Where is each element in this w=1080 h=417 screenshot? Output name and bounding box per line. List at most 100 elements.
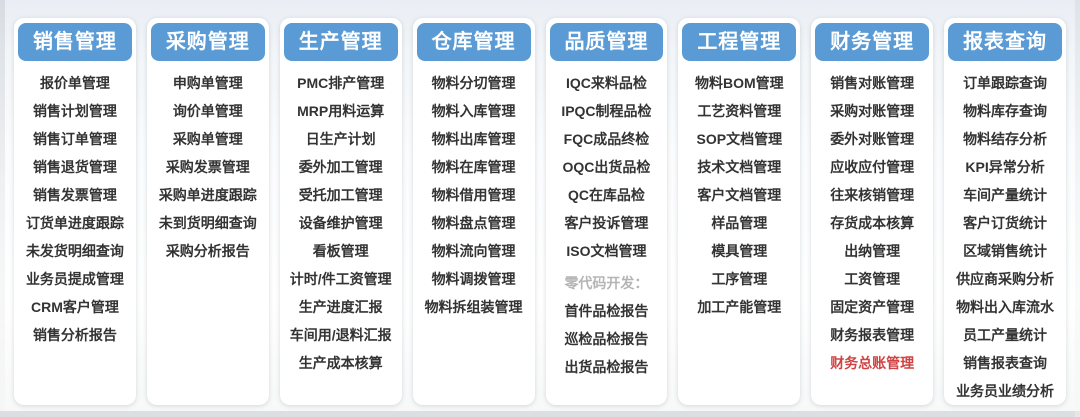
module-header-purchase[interactable]: 采购管理 bbox=[150, 23, 265, 61]
module-item[interactable]: 物料借用管理 bbox=[431, 187, 516, 203]
module-item[interactable]: 订单跟踪查询 bbox=[963, 75, 1048, 91]
module-item[interactable]: IPQC制程品检 bbox=[561, 103, 652, 119]
module-header-warehouse[interactable]: 仓库管理 bbox=[416, 23, 531, 61]
module-item[interactable]: 日生产计划 bbox=[305, 131, 376, 147]
module-item[interactable]: 采购单进度跟踪 bbox=[158, 187, 257, 203]
module-item[interactable]: 出纳管理 bbox=[844, 243, 901, 259]
module-item[interactable]: 业务员业绩分析 bbox=[956, 383, 1055, 399]
module-item[interactable]: 委外对账管理 bbox=[830, 131, 915, 147]
module-item[interactable]: 物料盘点管理 bbox=[431, 215, 516, 231]
module-header-production[interactable]: 生产管理 bbox=[283, 23, 398, 61]
module-column-finance: 财务管理 销售对账管理 采购对账管理 委外对账管理 应收应付管理 往来核销管理 存货成本核… bbox=[811, 18, 934, 405]
module-item[interactable]: 工资管理 bbox=[844, 271, 901, 287]
module-item[interactable]: 销售订单管理 bbox=[32, 131, 117, 147]
module-item[interactable]: 技术文档管理 bbox=[697, 159, 782, 175]
module-item[interactable]: 固定资产管理 bbox=[830, 299, 915, 315]
module-item[interactable]: 销售发票管理 bbox=[32, 187, 117, 203]
module-item[interactable]: 物料在库管理 bbox=[431, 159, 516, 175]
module-item-list-reports: 订单跟踪查询 物料库存查询 物料结存分析 KPI异常分析 车间产量统计 客户订货统计 区域销… bbox=[948, 69, 1062, 405]
module-column-warehouse: 仓库管理 物料分切管理 物料入库管理 物料出库管理 物料在库管理 物料借用管理 物料盘点管… bbox=[412, 18, 535, 405]
module-item[interactable]: FQC成品终检 bbox=[563, 131, 650, 147]
module-item[interactable]: KPI异常分析 bbox=[965, 159, 1045, 175]
module-header-quality[interactable]: 品质管理 bbox=[549, 23, 664, 61]
module-column-quality: 品质管理 IQC来料品检 IPQC制程品检 FQC成品终检 OQC出货品检 QC在库品检… bbox=[545, 18, 668, 405]
module-header-finance[interactable]: 财务管理 bbox=[815, 23, 930, 61]
module-item-list-sales: 报价单管理销售计划管理 销售订单管理 销售退货管理 销售发票管理 订货单进度跟踪 未发货明… bbox=[18, 69, 132, 349]
module-item[interactable]: 受托加工管理 bbox=[298, 187, 383, 203]
module-item[interactable]: 申购单管理 bbox=[172, 75, 243, 91]
module-item[interactable]: SOP文档管理 bbox=[696, 131, 783, 147]
module-item[interactable]: 加工产能管理 bbox=[697, 299, 782, 315]
module-item[interactable]: 销售分析报告 bbox=[32, 327, 117, 343]
module-item[interactable]: 报价单管理 bbox=[39, 75, 110, 91]
module-item-list-quality: IQC来料品检 IPQC制程品检 FQC成品终检 OQC出货品检 QC在库品检 客户投诉管… bbox=[550, 69, 664, 381]
module-columns-row: 销售管理 报价单管理销售计划管理 销售订单管理 销售退货管理 销售发票管理 订货单进度跟… bbox=[14, 18, 1066, 405]
module-item[interactable]: 采购对账管理 bbox=[830, 103, 915, 119]
module-item[interactable]: 工序管理 bbox=[711, 271, 768, 287]
module-item[interactable]: 设备维护管理 bbox=[298, 215, 383, 231]
module-item[interactable]: 财务总账管理 bbox=[830, 355, 915, 371]
section-label: 零代码开发： bbox=[564, 275, 649, 291]
module-item[interactable]: 首件品检报告 bbox=[564, 303, 649, 319]
module-item[interactable]: 物料出库管理 bbox=[431, 131, 516, 147]
module-item[interactable]: 采购单管理 bbox=[172, 131, 243, 147]
module-item[interactable]: 存货成本核算 bbox=[830, 215, 915, 231]
module-item[interactable]: 巡检品检报告 bbox=[564, 331, 649, 347]
module-item[interactable]: 供应商采购分析 bbox=[956, 271, 1055, 287]
module-item[interactable]: 业务员提成管理 bbox=[25, 271, 124, 287]
module-item[interactable]: 未发货明细查询 bbox=[25, 243, 124, 259]
module-header-engineering[interactable]: 工程管理 bbox=[682, 23, 797, 61]
module-item[interactable]: PMC排产管理 bbox=[297, 75, 385, 91]
module-item[interactable]: 销售报表查询 bbox=[963, 355, 1048, 371]
module-item[interactable]: 财务报表管理 bbox=[830, 327, 915, 343]
module-item[interactable]: 物料流向管理 bbox=[431, 243, 516, 259]
module-item[interactable]: 订货单进度跟踪 bbox=[25, 215, 124, 231]
module-item[interactable]: 客户订货统计 bbox=[963, 215, 1048, 231]
module-item[interactable]: 物料库存查询 bbox=[963, 103, 1048, 119]
module-item[interactable]: 生产成本核算 bbox=[298, 355, 383, 371]
module-item[interactable]: 物料结存分析 bbox=[963, 131, 1048, 147]
module-item[interactable]: 生产进度汇报 bbox=[298, 299, 383, 315]
module-item[interactable]: 客户文档管理 bbox=[697, 187, 782, 203]
module-column-production: 生产管理 PMC排产管理 MRP用料运算 日生产计划委外加工管理 受托加工管理 设备维护… bbox=[279, 18, 402, 405]
module-item[interactable]: CRM客户管理 bbox=[30, 299, 119, 315]
module-header-sales[interactable]: 销售管理 bbox=[18, 23, 132, 61]
module-item[interactable]: MRP用料运算 bbox=[297, 103, 385, 119]
module-item[interactable]: 往来核销管理 bbox=[830, 187, 915, 203]
module-item-list-production: PMC排产管理 MRP用料运算 日生产计划委外加工管理 受托加工管理 设备维护管理 看板管… bbox=[284, 69, 398, 377]
module-item[interactable]: 销售对账管理 bbox=[830, 75, 915, 91]
module-column-reports: 报表查询 订单跟踪查询 物料库存查询 物料结存分析 KPI异常分析 车间产量统计 客户订货… bbox=[944, 18, 1066, 405]
module-item-list-purchase: 申购单管理询价单管理采购单管理采购发票管理 采购单进度跟踪 未到货明细查询 采购分析报… bbox=[151, 69, 265, 265]
module-item[interactable]: 模具管理 bbox=[711, 243, 768, 259]
module-item[interactable]: 工艺资料管理 bbox=[697, 103, 782, 119]
module-item[interactable]: 物料拆组装管理 bbox=[424, 299, 523, 315]
module-item[interactable]: 样品管理 bbox=[711, 215, 768, 231]
module-item[interactable]: 计时/件工资管理 bbox=[289, 271, 392, 287]
module-item[interactable]: 销售退货管理 bbox=[32, 159, 117, 175]
module-item[interactable]: 客户投诉管理 bbox=[564, 215, 649, 231]
module-item[interactable]: ISO文档管理 bbox=[566, 243, 647, 259]
module-item[interactable]: OQC出货品检 bbox=[562, 159, 651, 175]
module-item[interactable]: 物料调拨管理 bbox=[431, 271, 516, 287]
module-item[interactable]: 未到货明细查询 bbox=[158, 215, 257, 231]
module-item[interactable]: 询价单管理 bbox=[172, 103, 243, 119]
module-item[interactable]: 物料分切管理 bbox=[431, 75, 516, 91]
module-item[interactable]: 应收应付管理 bbox=[830, 159, 915, 175]
module-item[interactable]: 车间产量统计 bbox=[963, 187, 1048, 203]
module-item[interactable]: 区域销售统计 bbox=[963, 243, 1048, 259]
module-item[interactable]: 物料BOM管理 bbox=[694, 75, 784, 91]
module-item[interactable]: QC在库品检 bbox=[567, 187, 645, 203]
module-header-reports[interactable]: 报表查询 bbox=[948, 23, 1062, 61]
bottom-edge-bar bbox=[0, 411, 1080, 417]
module-item[interactable]: 物料出入库流水 bbox=[956, 299, 1055, 315]
module-item[interactable]: 委外加工管理 bbox=[298, 159, 383, 175]
module-item[interactable]: 销售计划管理 bbox=[32, 103, 117, 119]
module-item[interactable]: IQC来料品检 bbox=[565, 75, 647, 91]
module-item[interactable]: 车间用/退料汇报 bbox=[289, 327, 392, 343]
module-item[interactable]: 物料入库管理 bbox=[431, 103, 516, 119]
module-item[interactable]: 采购分析报告 bbox=[165, 243, 250, 259]
module-item[interactable]: 出货品检报告 bbox=[564, 359, 649, 375]
module-item[interactable]: 看板管理 bbox=[312, 243, 369, 259]
module-item[interactable]: 采购发票管理 bbox=[165, 159, 250, 175]
module-item[interactable]: 员工产量统计 bbox=[963, 327, 1048, 343]
